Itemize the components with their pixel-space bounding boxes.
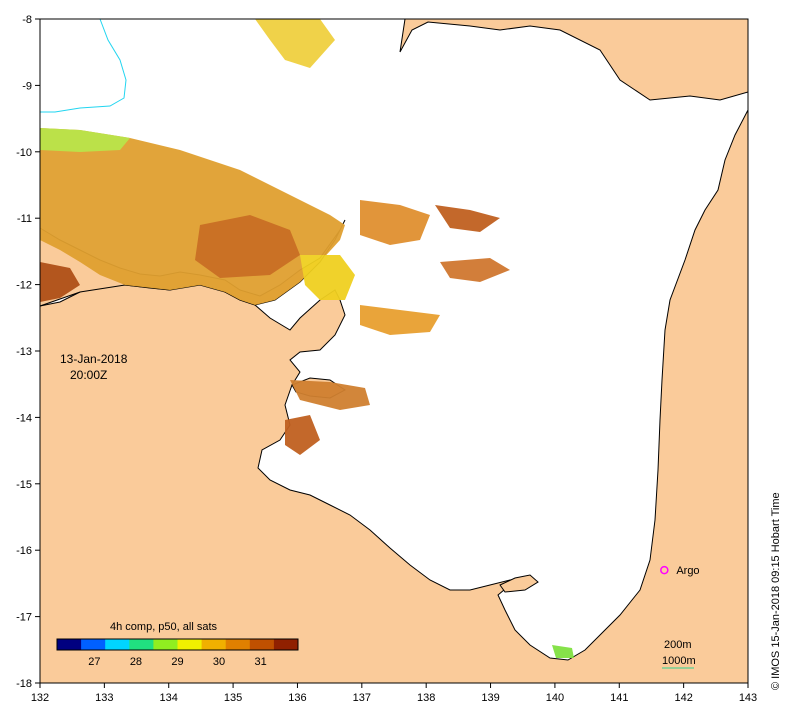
argo-label: Argo xyxy=(676,565,699,577)
y-tick-label: -12 xyxy=(16,280,32,292)
x-tick-label: 140 xyxy=(546,692,564,704)
sst-patch-gulf-5 xyxy=(440,258,510,282)
credit-text: © IMOS 15-Jan-2018 09:15 Hobart Time xyxy=(770,492,782,690)
y-tick-label: -10 xyxy=(16,147,32,159)
colorbar-segment xyxy=(225,639,251,650)
argo-marker: Argo xyxy=(660,565,700,577)
colorbar-segment xyxy=(249,639,275,650)
x-axis: 132 133 134 135 136 137 138 139 140 141 142 143 xyxy=(31,683,757,704)
x-tick-label: 135 xyxy=(224,692,242,704)
colorbar-tick-label: 28 xyxy=(130,656,142,668)
colorbar-segment xyxy=(57,639,82,650)
river-line xyxy=(40,18,127,113)
x-tick-label: 136 xyxy=(288,692,306,704)
x-tick-label: 141 xyxy=(610,692,628,704)
y-tick-label: -15 xyxy=(16,479,32,491)
colorbar-title: 4h comp, p50, all sats xyxy=(110,621,218,633)
colorbar-segment xyxy=(177,639,203,650)
colorbar-segment xyxy=(201,639,227,650)
colorbar-segment xyxy=(105,639,130,650)
sst-patch-gulf-1 xyxy=(360,200,430,245)
sst-patch-cool-band xyxy=(40,128,130,152)
y-tick-label: -16 xyxy=(16,545,32,557)
colorbar-segment xyxy=(129,639,154,650)
y-tick-label: -13 xyxy=(16,346,32,358)
colorbar-frame xyxy=(56,638,299,651)
colorbar-segment xyxy=(273,639,299,650)
colorbar-segment xyxy=(153,639,178,650)
sst-patch-top xyxy=(255,19,335,68)
y-tick-label: -11 xyxy=(17,213,32,225)
y-tick-label: -8 xyxy=(22,14,32,26)
x-tick-label: 142 xyxy=(674,692,692,704)
bathymetry-1000m: 1000m xyxy=(662,655,696,667)
y-tick-label: -14 xyxy=(16,412,32,424)
sst-patch-groote xyxy=(290,380,370,410)
colorbar-tick-label: 31 xyxy=(254,656,266,668)
x-tick-label: 132 xyxy=(31,692,49,704)
land-mornington xyxy=(499,574,539,593)
colorbar-segment xyxy=(81,639,106,650)
colorbar-tick-label: 27 xyxy=(88,656,100,668)
x-tick-label: 138 xyxy=(417,692,435,704)
x-tick-label: 133 xyxy=(95,692,113,704)
colorbar-tick-label: 30 xyxy=(213,656,225,668)
sst-patch-groote-south xyxy=(285,415,320,455)
sst-layer xyxy=(40,19,574,658)
argo-dot xyxy=(660,565,669,575)
y-tick-label: -9 xyxy=(22,80,32,92)
colorbar xyxy=(56,638,299,651)
date-label: 13-Jan-2018 xyxy=(60,352,128,366)
colorbar-ticks: 27 28 29 30 31 xyxy=(88,656,266,668)
time-label: 20:00Z xyxy=(70,368,107,382)
y-tick-label: -17 xyxy=(16,612,32,624)
x-tick-label: 139 xyxy=(481,692,499,704)
colorbar-tick-label: 29 xyxy=(171,656,183,668)
sst-patch-gulf-3 xyxy=(300,255,355,300)
sst-patch-warm-core xyxy=(195,215,300,278)
sst-patch-west-coast xyxy=(40,262,80,302)
sst-patch-gulf-4 xyxy=(360,305,440,335)
sst-patch-gulf-2 xyxy=(435,205,500,232)
x-tick-label: 137 xyxy=(353,692,371,704)
y-axis: -8 -9 -10 -11 -12 -13 -14 -15 -16 -17 -18 xyxy=(16,14,40,690)
y-tick-label: -18 xyxy=(16,678,32,690)
x-tick-label: 143 xyxy=(739,692,757,704)
x-tick-label: 134 xyxy=(160,692,178,704)
bathymetry-200m: 200m xyxy=(664,639,692,651)
sst-patch-mornington-green xyxy=(552,645,574,658)
